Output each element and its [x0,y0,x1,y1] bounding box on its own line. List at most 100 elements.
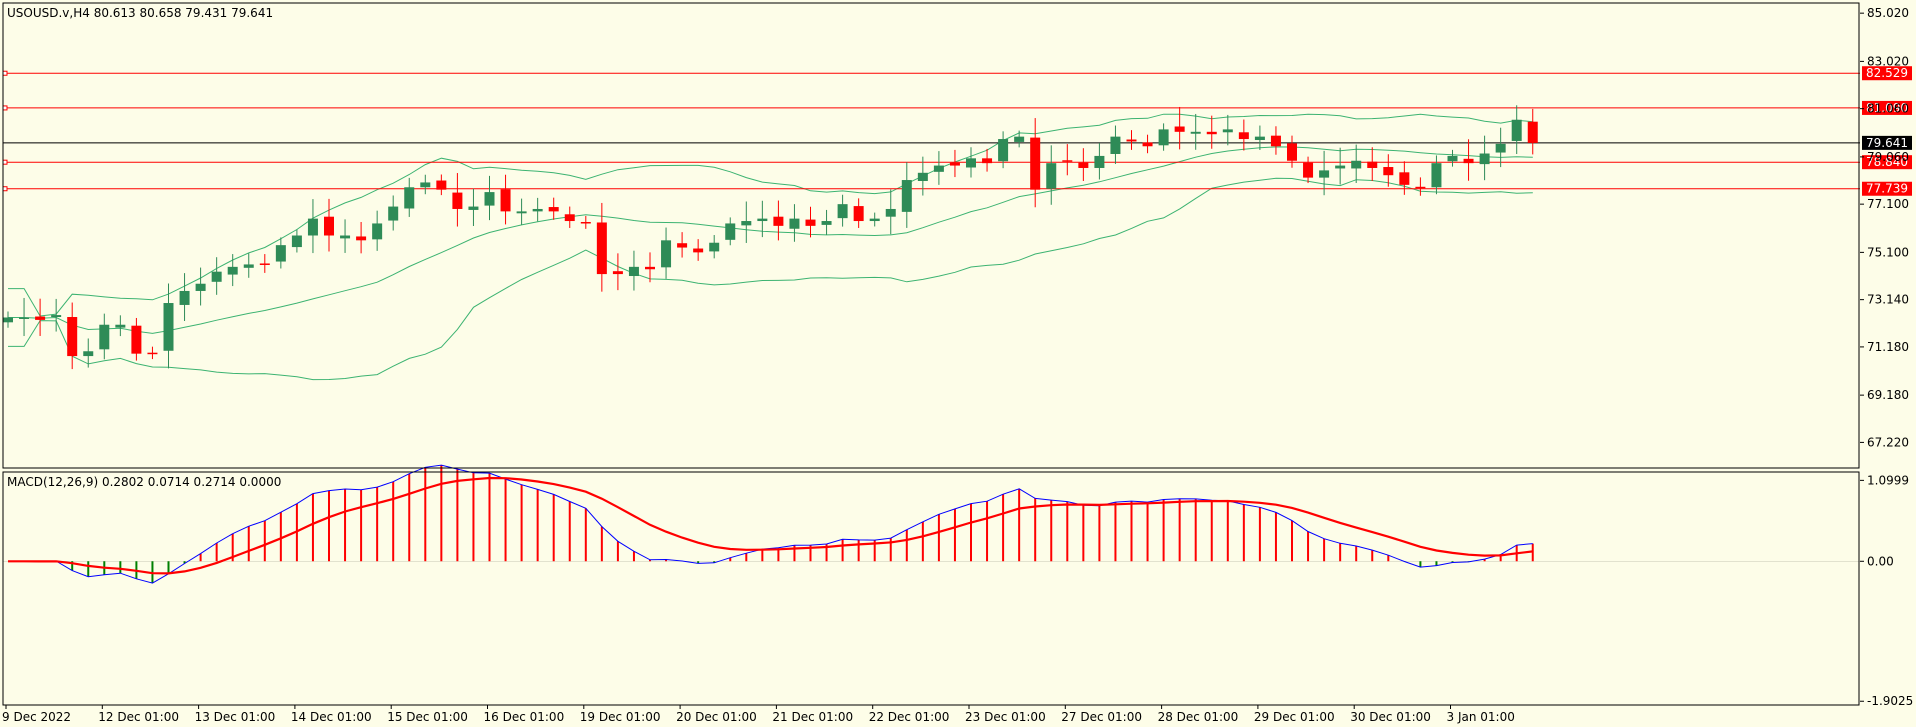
candle-body-10 [163,303,174,351]
candle-body-39 [628,266,639,277]
candle-body-83 [1335,165,1346,169]
candle-body-18 [291,235,302,248]
time-label-15: 3 Jan 01:00 [1447,710,1515,724]
price-tick-label-0: 85.020 [1867,6,1909,20]
candle-body-50 [805,219,816,226]
candle-body-71 [1142,142,1153,147]
candle-body-30 [484,192,495,206]
candle-body-9 [147,352,158,355]
price-tick-label-2: 81.060 [1867,102,1909,116]
price-tick-label-9: 67.220 [1867,435,1909,449]
band-lower [8,177,1533,381]
candle-body-69 [1110,136,1121,154]
candle-body-73 [1174,126,1185,132]
candle-body-24 [388,206,399,221]
candle-body-21 [340,235,351,239]
candle-body-15 [243,264,254,268]
candle-body-55 [885,208,896,217]
candle-body-13 [211,271,222,282]
candle-body-34 [548,207,559,212]
signal-line [8,476,1533,575]
candle-body-70 [1126,139,1137,142]
candle-body-81 [1303,162,1314,178]
level-tag-1: 81.090 [1866,101,1908,115]
candle-body-79 [1270,135,1281,147]
time-label-13: 29 Dec 01:00 [1254,710,1335,724]
time-label-3: 14 Dec 01:00 [291,710,372,724]
candle-body-54 [869,218,880,222]
price-tick-label-3: 79.060 [1867,150,1909,164]
time-label-4: 15 Dec 01:00 [387,710,468,724]
candle-body-85 [1367,161,1378,168]
candle-body-1 [19,317,30,319]
candle-body-56 [901,180,912,212]
level-tag-3: 77.739 [1866,182,1908,196]
candle-body-94 [1511,119,1522,141]
candle-body-11 [179,290,190,305]
horizontal-levels: 82.529 81.090 78.840 77.739 79.641 [2,66,1912,196]
candle-body-26 [420,182,431,188]
level-tag-bg-2 [1862,155,1912,170]
price-tick-label-7: 71.180 [1867,340,1909,354]
candle-body-22 [356,236,367,241]
level-marker-0 [2,70,8,76]
candle-body-51 [821,221,832,225]
band-upper [8,113,1533,317]
candle-body-67 [1078,162,1089,168]
time-label-0: 9 Dec 2022 [2,710,71,724]
candle-body-53 [853,206,864,222]
candle-body-16 [259,263,270,265]
candle-body-19 [307,218,318,236]
candle-body-48 [773,216,784,226]
candle-body-89 [1431,163,1442,188]
level-tag-bg-3 [1862,181,1912,196]
level-marker-3 [2,186,8,192]
candle-body-29 [468,206,479,210]
candle-body-61 [982,158,993,164]
time-label-14: 30 Dec 01:00 [1350,710,1431,724]
candle-body-92 [1479,153,1490,165]
time-label-7: 20 Dec 01:00 [676,710,757,724]
candle-body-59 [949,162,960,166]
candle-body-32 [516,211,527,214]
level-marker-2 [2,159,8,165]
current-price-tag: 79.641 [1866,136,1908,150]
candle-body-91 [1463,158,1474,164]
candle-body-66 [1062,160,1073,162]
candle-body-84 [1351,160,1362,169]
candle-body-0 [3,317,13,323]
candle-body-14 [227,266,238,275]
candle-body-57 [917,172,928,182]
candles [3,105,1538,370]
macd-indicator [3,464,1860,584]
candle-body-12 [195,283,206,291]
candle-body-87 [1399,172,1410,185]
candle-body-80 [1287,143,1297,161]
candle-body-63 [1014,136,1025,142]
time-label-11: 27 Dec 01:00 [1061,710,1142,724]
chart-header: USOUSD.v,H4 80.613 80.658 79.431 79.641 [7,6,273,20]
candle-body-62 [998,139,1009,162]
candle-body-68 [1094,155,1105,168]
candle-body-46 [741,221,752,226]
candle-body-44 [709,242,720,252]
time-label-5: 16 Dec 01:00 [484,710,565,724]
current-price-tag-bg [1862,135,1912,150]
macd-tick-label-0: 1.0999 [1867,473,1909,487]
level-tag-0: 82.529 [1866,66,1908,80]
candle-body-3 [51,315,62,318]
candle-body-37 [596,222,607,275]
candle-body-27 [436,180,447,190]
candle-body-40 [645,266,655,270]
candle-body-78 [1254,136,1265,141]
chart-frame [2,2,1860,706]
candle-body-38 [612,271,623,275]
candle-body-64 [1030,137,1041,190]
level-tag-2: 78.840 [1866,155,1908,169]
candle-body-58 [933,165,944,172]
candle-body-5 [83,351,94,357]
candle-body-47 [757,218,768,222]
candle-body-31 [500,189,511,212]
price-tick-label-8: 69.180 [1867,388,1909,402]
